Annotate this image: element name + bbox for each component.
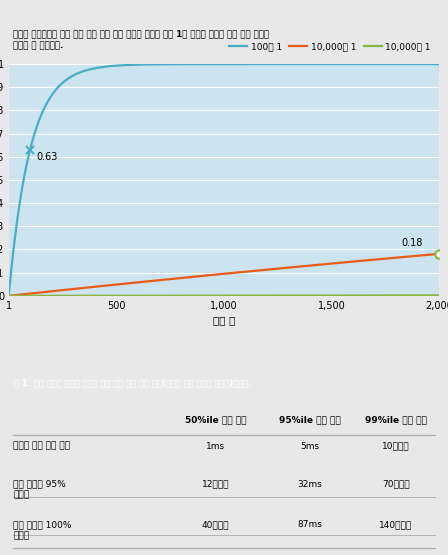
10,000당 1 bbox=[6, 292, 12, 299]
Text: 99%ile 대기 시간: 99%ile 대기 시간 bbox=[365, 416, 427, 425]
Text: 10밀리초: 10밀리초 bbox=[382, 442, 410, 451]
10,000당 1 bbox=[190, 292, 195, 299]
100당 1 bbox=[55, 84, 60, 90]
Text: 리프 요청이 100%
완료됨: 리프 요청이 100% 완료됨 bbox=[13, 521, 72, 541]
10,000당 1 bbox=[436, 292, 442, 299]
Line: 100당 1: 100당 1 bbox=[9, 64, 439, 294]
100당 1 bbox=[436, 61, 442, 68]
Text: 70밀리초: 70밀리초 bbox=[382, 480, 410, 488]
100당 1 bbox=[81, 68, 86, 74]
Text: 임의의 리프 하나 완료: 임의의 리프 하나 완료 bbox=[13, 442, 70, 451]
Text: 리프 요청이 95%
완료됨: 리프 요청이 95% 완료됨 bbox=[13, 480, 66, 500]
Line: 10,000당 1: 10,000당 1 bbox=[9, 254, 439, 296]
100당 1 bbox=[6, 290, 12, 297]
10,000당 1 bbox=[55, 292, 60, 299]
Text: 0.63: 0.63 bbox=[36, 152, 58, 162]
100당 1 bbox=[190, 61, 195, 68]
Text: 시스템 스케일링과 서버 수준 높은 지면 시간 이상값 빈도에 따라 1초 단위의 서비스 수준 응답 시간이
달라질 수 있습니다.: 시스템 스케일링과 서버 수준 높은 지면 시간 이상값 빈도에 따라 1초 단… bbox=[13, 29, 269, 50]
10,000당 1 bbox=[428, 251, 433, 258]
Text: 5ms: 5ms bbox=[301, 442, 319, 451]
100당 1 bbox=[382, 61, 387, 68]
100당 1 bbox=[428, 61, 433, 68]
10,000당 1 bbox=[81, 292, 86, 299]
Legend: 100당 1, 10,000당 1, 10,000당 1: 100당 1, 10,000당 1, 10,000당 1 bbox=[226, 38, 435, 55]
Text: 12밀리초: 12밀리초 bbox=[202, 480, 229, 488]
10,000당 1 bbox=[428, 292, 433, 299]
10,000당 1 bbox=[171, 292, 177, 299]
X-axis label: 서버 수: 서버 수 bbox=[213, 315, 235, 325]
10,000당 1 bbox=[382, 292, 387, 299]
Text: 1ms: 1ms bbox=[206, 442, 225, 451]
Text: 표 1. 대형 팬아웃 서비스 트리의 개별 리프 요청 완료 시간(트리의 루트 노드의 측정값)입니다.: 표 1. 대형 팬아웃 서비스 트리의 개별 리프 요청 완료 시간(트리의 루… bbox=[14, 379, 252, 388]
10,000당 1 bbox=[55, 287, 60, 294]
10,000당 1 bbox=[436, 250, 442, 257]
Text: 50%ile 대기 시간: 50%ile 대기 시간 bbox=[185, 416, 246, 425]
Text: 0.18: 0.18 bbox=[401, 238, 423, 248]
Text: 32ms: 32ms bbox=[297, 480, 323, 488]
100당 1 bbox=[171, 61, 177, 68]
10,000당 1 bbox=[171, 275, 177, 282]
10,000당 1 bbox=[382, 255, 387, 262]
10,000당 1 bbox=[81, 285, 86, 291]
Text: 140밀리초: 140밀리초 bbox=[379, 521, 413, 529]
10,000당 1 bbox=[190, 274, 195, 280]
Text: 87ms: 87ms bbox=[297, 521, 323, 529]
Text: 95%ile 대기 시간: 95%ile 대기 시간 bbox=[279, 416, 341, 425]
Text: 40밀리초: 40밀리초 bbox=[202, 521, 229, 529]
10,000당 1 bbox=[6, 292, 12, 299]
